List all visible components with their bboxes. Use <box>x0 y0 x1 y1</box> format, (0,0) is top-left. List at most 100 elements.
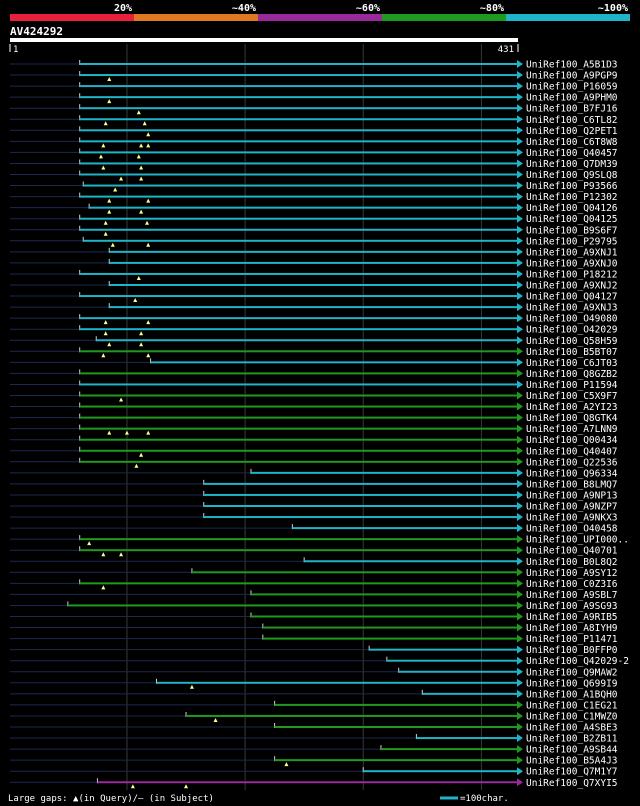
hit-row[interactable]: UniRef100_A9NZP7 <box>10 502 618 513</box>
hit-row[interactable]: UniRef100_A9RIB5 <box>10 612 618 623</box>
hit-row[interactable]: UniRef100_A9XNJ1 <box>10 247 618 258</box>
hit-name[interactable]: UniRef100_A5B1D3 <box>526 60 618 71</box>
hit-row[interactable]: UniRef100_B5A4J3 <box>10 756 618 767</box>
hit-name[interactable]: UniRef100_Q7DM39 <box>526 159 618 170</box>
hit-name[interactable]: UniRef100_C6JT03 <box>526 358 618 369</box>
hit-row[interactable]: UniRef100_Q58H59 <box>10 336 618 347</box>
hit-row[interactable]: UniRef100_B8LMQ7 <box>10 479 618 490</box>
hit-name[interactable]: UniRef100_Q96334 <box>526 468 618 479</box>
hit-row[interactable]: UniRef100_P18212 <box>10 269 618 280</box>
hit-row[interactable]: UniRef100_B2ZB11 <box>10 734 618 745</box>
hit-row[interactable]: UniRef100_A9SY12 <box>10 568 618 579</box>
hit-name[interactable]: UniRef100_P11471 <box>526 634 618 645</box>
hit-row[interactable]: UniRef100_A8IYH9 <box>10 623 618 634</box>
hit-name[interactable]: UniRef100_Q7XYI5 <box>526 778 618 789</box>
hit-row[interactable]: UniRef100_P16059 <box>10 82 618 93</box>
hit-row[interactable]: UniRef100_A9SB44 <box>10 745 618 756</box>
hit-name[interactable]: UniRef100_B9S6F7 <box>526 225 618 236</box>
hit-name[interactable]: UniRef100_Q9MAW2 <box>526 667 618 678</box>
hit-name[interactable]: UniRef100_A9PGP9 <box>526 71 618 82</box>
hit-row[interactable]: UniRef100_A5B1D3 <box>10 60 618 71</box>
hit-name[interactable]: UniRef100_O40458 <box>526 524 618 535</box>
hit-name[interactable]: UniRef100_A8IYH9 <box>526 623 618 634</box>
hit-name[interactable]: UniRef100_P18212 <box>526 269 618 280</box>
hit-row[interactable]: UniRef100_O40458 <box>10 524 618 535</box>
hit-name[interactable]: UniRef100_Q04126 <box>526 203 618 214</box>
hit-row[interactable]: UniRef100_B0L8Q2 <box>10 557 618 568</box>
hit-row[interactable]: UniRef100_O49080 <box>10 314 618 325</box>
hit-name[interactable]: UniRef100_Q8GZB2 <box>526 369 618 380</box>
hit-name[interactable]: UniRef100_C6T8W8 <box>526 137 618 148</box>
hit-row[interactable]: UniRef100_P93566 <box>10 181 618 192</box>
hit-row[interactable]: UniRef100_Q9SLQ8 <box>10 170 618 181</box>
hit-name[interactable]: UniRef100_Q04125 <box>526 214 618 225</box>
hit-name[interactable]: UniRef100_Q9SLQ8 <box>526 170 618 181</box>
hit-name[interactable]: UniRef100_P93566 <box>526 181 618 192</box>
hit-row[interactable]: UniRef100_Q8GTK4 <box>10 413 618 424</box>
hit-name[interactable]: UniRef100_O49080 <box>526 314 618 325</box>
hit-name[interactable]: UniRef100_B7FJ16 <box>526 104 618 115</box>
hit-row[interactable]: UniRef100_Q96334 <box>10 468 618 479</box>
hit-row[interactable]: UniRef100_C1EG21 <box>10 700 618 711</box>
hit-row[interactable]: UniRef100_Q9MAW2 <box>10 667 618 678</box>
hit-row[interactable]: UniRef100_Q42029-2 <box>10 656 629 667</box>
hit-name[interactable]: UniRef100_A7LNN9 <box>526 424 618 435</box>
hit-name[interactable]: UniRef100_A9SB44 <box>526 745 618 756</box>
hit-row[interactable]: UniRef100_A1BQH0 <box>10 689 618 700</box>
hit-name[interactable]: UniRef100_Q22536 <box>526 457 618 468</box>
hit-name[interactable]: UniRef100_A1BQH0 <box>526 689 618 700</box>
hit-row[interactable]: UniRef100_P11594 <box>10 380 618 391</box>
hit-name[interactable]: UniRef100_A9SG93 <box>526 601 618 612</box>
hit-row[interactable]: UniRef100_Q699I9 <box>10 678 618 689</box>
hit-name[interactable]: UniRef100_B0FFP0 <box>526 645 618 656</box>
hit-name[interactable]: UniRef100_A9RIB5 <box>526 612 618 623</box>
hit-name[interactable]: UniRef100_Q2PET1 <box>526 126 618 137</box>
hit-name[interactable]: UniRef100_Q699I9 <box>526 678 618 689</box>
hit-row[interactable]: UniRef100_A9XNJ3 <box>10 303 618 314</box>
hit-row[interactable]: UniRef100_Q04127 <box>10 292 618 303</box>
hit-row[interactable]: UniRef100_Q04125 <box>10 214 618 225</box>
hit-row[interactable]: UniRef100_Q40701 <box>10 546 618 557</box>
hit-row[interactable]: UniRef100_Q7XYI5 <box>10 778 618 789</box>
hit-name[interactable]: UniRef100_A9NP13 <box>526 490 618 501</box>
hit-name[interactable]: UniRef100_A9NKX3 <box>526 513 618 524</box>
hit-name[interactable]: UniRef100_A9XNJ2 <box>526 281 618 292</box>
hit-name[interactable]: UniRef100_A9SY12 <box>526 568 618 579</box>
hit-row[interactable]: UniRef100_B9S6F7 <box>10 225 618 236</box>
hit-row[interactable]: UniRef100_B5BT07 <box>10 347 618 358</box>
hit-row[interactable]: UniRef100_B7FJ16 <box>10 104 618 115</box>
hit-name[interactable]: UniRef100_Q40407 <box>526 446 618 457</box>
hit-row[interactable]: UniRef100_Q22536 <box>10 457 618 468</box>
hit-name[interactable]: UniRef100_C5X9F7 <box>526 391 618 402</box>
hit-row[interactable]: UniRef100_A9XNJ0 <box>10 258 618 269</box>
hit-name[interactable]: UniRef100_Q00434 <box>526 435 618 446</box>
hit-name[interactable]: UniRef100_A9XNJ0 <box>526 258 618 269</box>
hit-row[interactable]: UniRef100_P11471 <box>10 634 618 645</box>
hit-name[interactable]: UniRef100_C0Z3I6 <box>526 579 618 590</box>
hit-row[interactable]: UniRef100_B0FFP0 <box>10 645 618 656</box>
hit-name[interactable]: UniRef100_Q40701 <box>526 546 618 557</box>
hit-name[interactable]: UniRef100_O42029 <box>526 325 618 336</box>
hit-row[interactable]: UniRef100_A9NKX3 <box>10 513 618 524</box>
hit-name[interactable]: UniRef100_Q58H59 <box>526 336 618 347</box>
hit-row[interactable]: UniRef100_C5X9F7 <box>10 391 618 402</box>
hit-name[interactable]: UniRef100_Q7M1Y7 <box>526 767 618 778</box>
hit-row[interactable]: UniRef100_Q00434 <box>10 435 618 446</box>
hit-row[interactable]: UniRef100_O42029 <box>10 325 618 336</box>
hit-row[interactable]: UniRef100_A9PGP9 <box>10 71 618 82</box>
hit-row[interactable]: UniRef100_A9XNJ2 <box>10 281 618 292</box>
hit-row[interactable]: UniRef100_Q7DM39 <box>10 159 618 170</box>
hit-name[interactable]: UniRef100_Q04127 <box>526 292 618 303</box>
hit-row[interactable]: UniRef100_A9SBL7 <box>10 590 618 601</box>
hit-row[interactable]: UniRef100_P29795 <box>10 236 618 247</box>
hit-name[interactable]: UniRef100_A9XNJ1 <box>526 247 618 258</box>
hit-row[interactable]: UniRef100_C6T8W8 <box>10 137 618 148</box>
hit-row[interactable]: UniRef100_C0Z3I6 <box>10 579 618 590</box>
hit-name[interactable]: UniRef100_C1MWZ0 <box>526 711 618 722</box>
hit-row[interactable]: UniRef100_A9SG93 <box>10 601 618 612</box>
hit-name[interactable]: UniRef100_A9SBL7 <box>526 590 618 601</box>
hit-row[interactable]: UniRef100_A7LNN9 <box>10 424 618 435</box>
hit-row[interactable]: UniRef100_C1MWZ0 <box>10 711 618 722</box>
hit-name[interactable]: UniRef100_UPI000.. <box>526 535 629 546</box>
hit-name[interactable]: UniRef100_B8LMQ7 <box>526 479 618 490</box>
